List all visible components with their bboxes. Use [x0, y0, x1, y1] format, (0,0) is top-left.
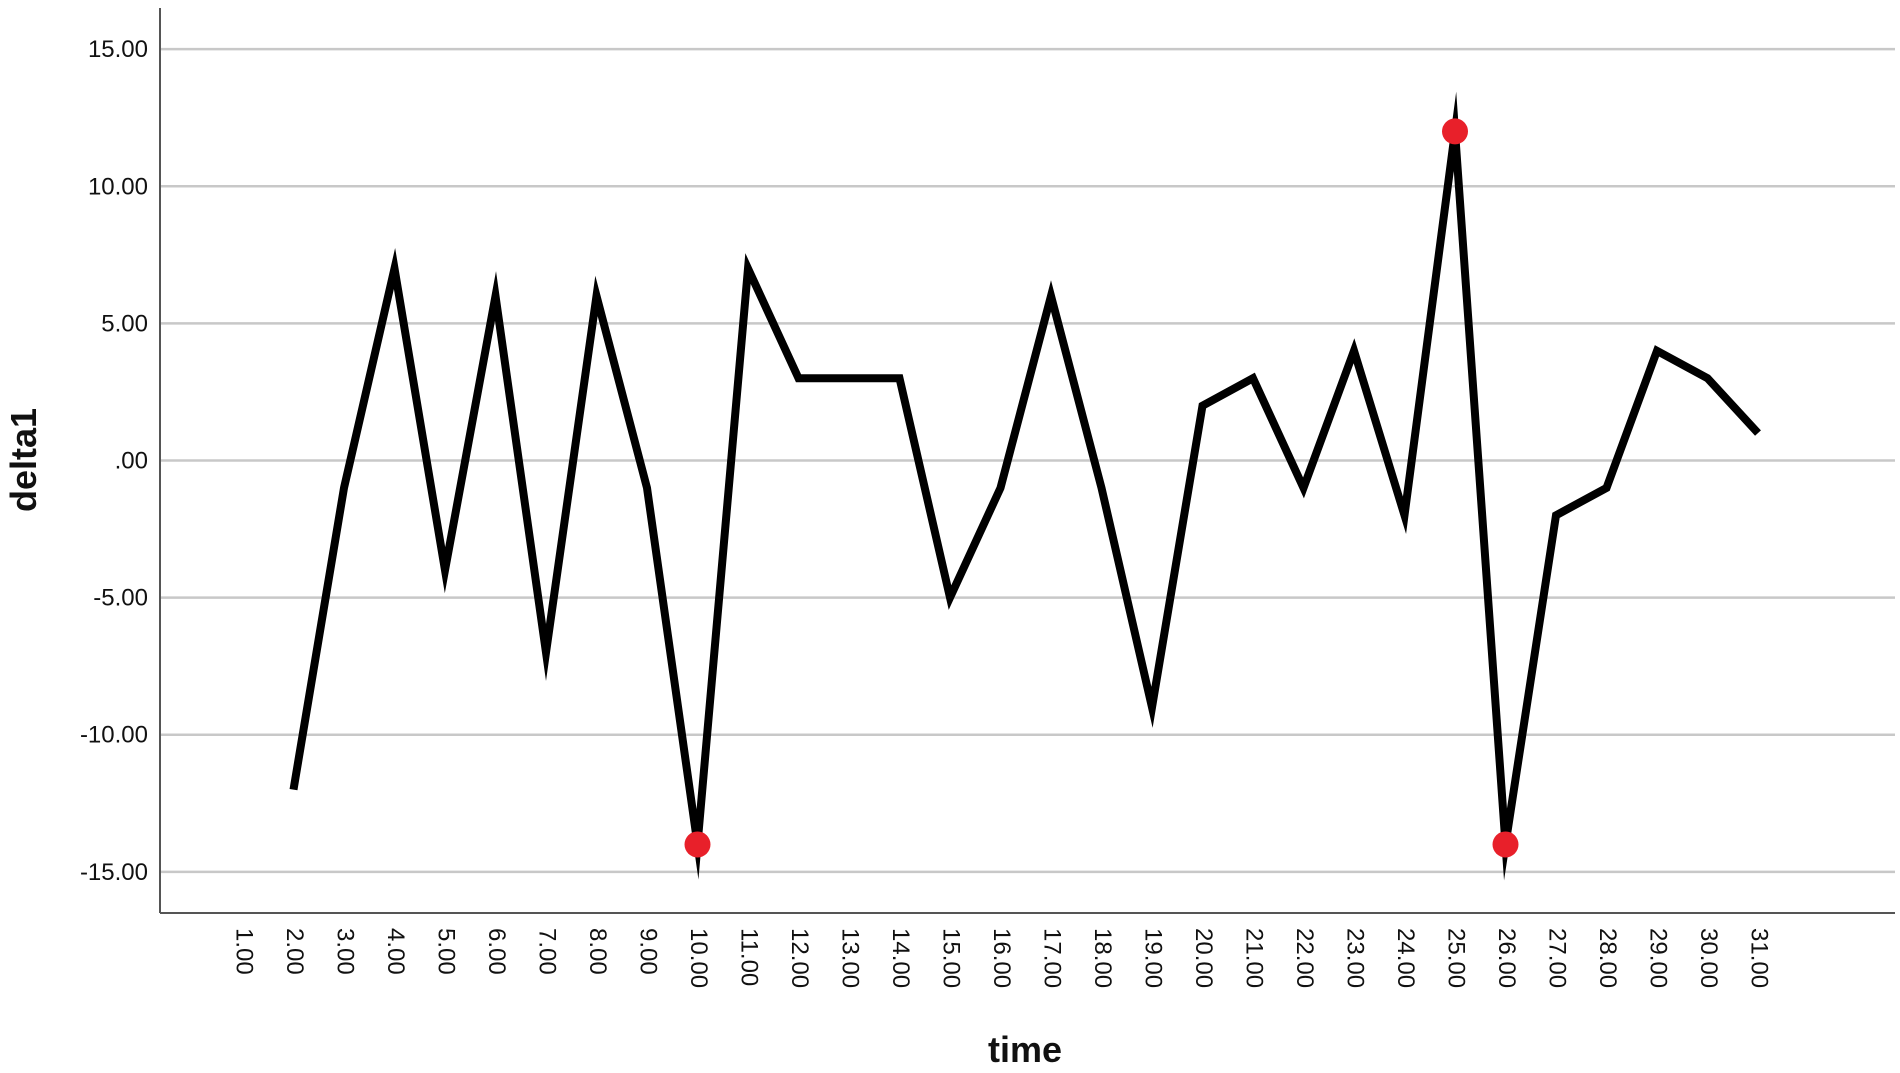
x-tick-label: 3.00 [332, 928, 359, 975]
x-tick-label: 16.00 [988, 928, 1015, 988]
highlight-point [1492, 831, 1519, 858]
y-axis-title: delta1 [3, 408, 44, 512]
x-tick-label: 25.00 [1443, 928, 1470, 988]
x-tick-label: 9.00 [635, 928, 662, 975]
x-tick-label: 19.00 [1140, 928, 1167, 988]
y-tick-labels: 15.00 10.00 5.00 .00 -5.00 -10.00 -15.00 [80, 36, 148, 886]
axes [159, 8, 1895, 914]
x-tick-label: 17.00 [1039, 928, 1066, 988]
x-tick-label: 1.00 [231, 928, 258, 975]
y-tick-label: -10.00 [80, 722, 148, 749]
x-tick-label: 2.00 [281, 928, 308, 975]
y-tick-label: -15.00 [80, 859, 148, 886]
gridlines [160, 47, 1895, 874]
highlight-markers [684, 118, 1519, 858]
x-axis-title: time [988, 1029, 1062, 1070]
x-tick-label: 5.00 [433, 928, 460, 975]
x-tick-label: 15.00 [938, 928, 965, 988]
x-tick-label: 28.00 [1594, 928, 1621, 988]
series-line [289, 91, 1761, 881]
x-tick-label: 8.00 [584, 928, 611, 975]
x-tick-label: 13.00 [837, 928, 864, 988]
y-tick-label: .00 [115, 448, 148, 475]
x-tick-label: 10.00 [685, 928, 712, 988]
y-tick-label: 10.00 [88, 173, 148, 200]
y-tick-label: 5.00 [101, 310, 148, 337]
highlight-point [1442, 118, 1468, 145]
x-tick-label: 12.00 [786, 928, 813, 988]
series-layer [289, 91, 1761, 881]
x-tick-label: 7.00 [534, 928, 561, 975]
x-tick-label: 29.00 [1645, 928, 1672, 988]
y-tick-label: -5.00 [93, 585, 148, 612]
y-tick-label: 15.00 [88, 36, 148, 63]
highlight-point [684, 831, 711, 858]
x-tick-label: 14.00 [887, 928, 914, 988]
x-tick-label: 27.00 [1544, 928, 1571, 988]
x-tick-label: 21.00 [1241, 928, 1268, 988]
x-tick-label: 31.00 [1746, 928, 1773, 988]
x-tick-label: 30.00 [1695, 928, 1722, 988]
x-tick-label: 18.00 [1089, 928, 1116, 988]
x-tick-label: 24.00 [1392, 928, 1419, 988]
x-tick-label: 11.00 [736, 928, 763, 986]
x-tick-label: 20.00 [1190, 928, 1217, 988]
x-tick-label: 22.00 [1291, 928, 1318, 988]
x-tick-label: 6.00 [483, 928, 510, 975]
x-tick-label: 26.00 [1493, 928, 1520, 988]
x-tick-labels: 1.00 2.00 3.00 4.00 5.00 6.00 7.00 8.00 9.00 10.0… [231, 928, 1773, 988]
x-tick-label: 23.00 [1342, 928, 1369, 988]
x-tick-label: 4.00 [382, 928, 409, 975]
